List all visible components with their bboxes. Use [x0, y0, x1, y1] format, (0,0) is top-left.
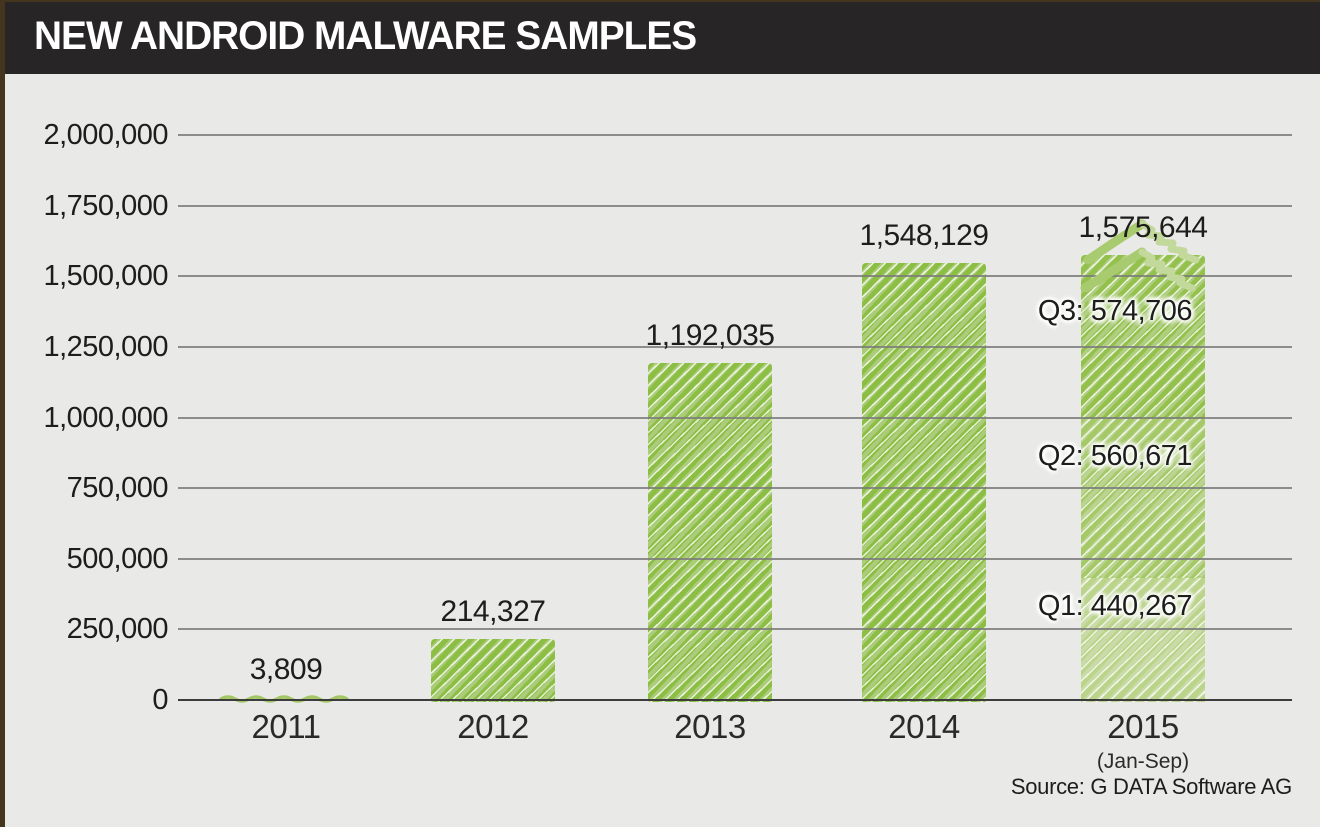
growth-chevron-icon	[1080, 219, 1200, 292]
y-tick-label: 1,500,000	[43, 260, 168, 293]
bar-2015-segment-q1	[1081, 575, 1205, 702]
gridline	[178, 416, 1292, 419]
y-tick-label: 1,750,000	[43, 189, 168, 222]
bar-value-label: 1,575,644	[1078, 210, 1208, 244]
y-tick-label: 0	[152, 684, 168, 716]
gridline	[178, 345, 1292, 348]
source-attribution: Source: G DATA Software AG	[1010, 774, 1292, 799]
y-tick-label: 750,000	[66, 472, 169, 505]
chart-area: 0 250,000 500,000 750,000 1,000,000 1,250,000…	[0, 74, 1320, 827]
chart-title: NEW ANDROID MALWARE SAMPLES	[34, 14, 697, 58]
bar-2014	[862, 262, 986, 702]
y-tick-label: 500,000	[66, 542, 169, 575]
y-tick-label: 1,000,000	[43, 401, 168, 434]
left-border-frame	[0, 2, 5, 827]
gridline	[178, 275, 1292, 278]
x-tick-sublabel: (Jan-Sep)	[1096, 750, 1190, 773]
bar-value-label: 3,809	[249, 653, 323, 686]
squiggle-bar-icon	[219, 695, 349, 703]
gridline	[178, 134, 1292, 136]
y-tick-label: 2,000,000	[43, 119, 168, 151]
title-bar: NEW ANDROID MALWARE SAMPLES	[0, 2, 1320, 74]
bar-value-label: 1,548,129	[859, 218, 989, 252]
quarter-label-q1: Q1: 440,267	[1037, 590, 1193, 622]
y-tick-label: 250,000	[66, 613, 169, 646]
bar-2011	[219, 691, 354, 703]
bar-value-label: 1,192,035	[645, 319, 775, 353]
gridline	[178, 628, 1292, 631]
x-tick-label-2015: 2015	[1107, 708, 1179, 745]
y-tick-label: 1,250,000	[43, 330, 168, 363]
x-tick-label-2014: 2014	[888, 708, 960, 745]
bar-2013	[648, 363, 772, 702]
x-tick-label-2013: 2013	[674, 708, 746, 745]
quarter-label-q3: Q3: 574,706	[1037, 295, 1193, 327]
bar-2015-segment-q2	[1081, 417, 1205, 578]
bar-2012	[431, 639, 555, 702]
quarter-label-q2: Q2: 560,671	[1037, 440, 1193, 472]
x-tick-label-2011: 2011	[251, 708, 321, 745]
gridline	[178, 557, 1292, 560]
bar-value-label: 214,327	[440, 595, 546, 629]
gridline	[178, 487, 1292, 490]
gridline	[178, 204, 1292, 207]
x-axis-baseline	[178, 699, 1292, 701]
x-tick-label-2012: 2012	[457, 708, 529, 745]
